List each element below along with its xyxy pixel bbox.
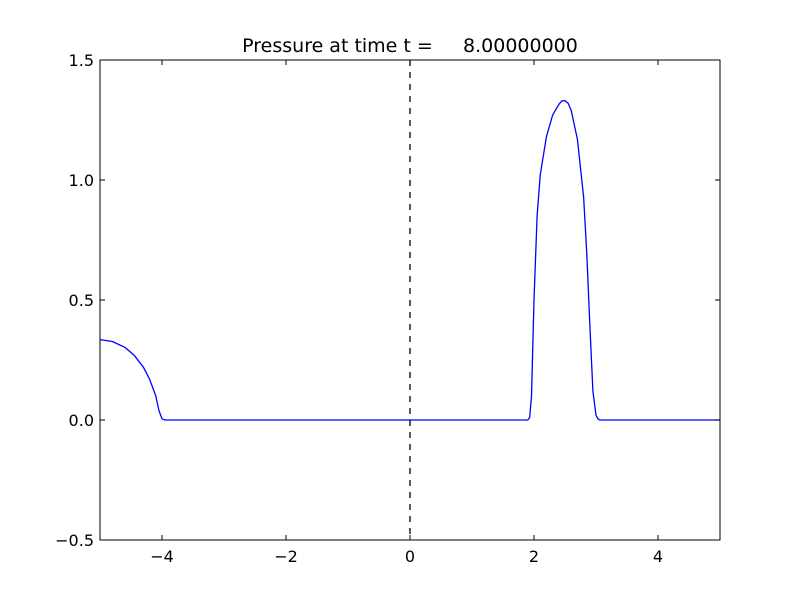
x-tick-label: 4 [653, 547, 663, 566]
x-tick-label: −4 [150, 547, 174, 566]
plot-area: −4 −2 0 2 4 −0.5 0.0 0.5 1.0 1.5 [55, 51, 721, 566]
y-tick-label: −0.5 [55, 531, 94, 550]
y-tick-label: 0.0 [69, 411, 94, 430]
x-tick-label: 2 [529, 547, 539, 566]
x-tick-label: 0 [405, 547, 415, 566]
chart-title: Pressure at time t = 8.00000000 [242, 35, 578, 57]
y-tick-label: 1.5 [69, 51, 94, 70]
y-tick-label: 0.5 [69, 291, 94, 310]
y-tick-label: 1.0 [69, 171, 94, 190]
series-line-0 [100, 100, 720, 421]
x-tick-label: −2 [274, 547, 298, 566]
